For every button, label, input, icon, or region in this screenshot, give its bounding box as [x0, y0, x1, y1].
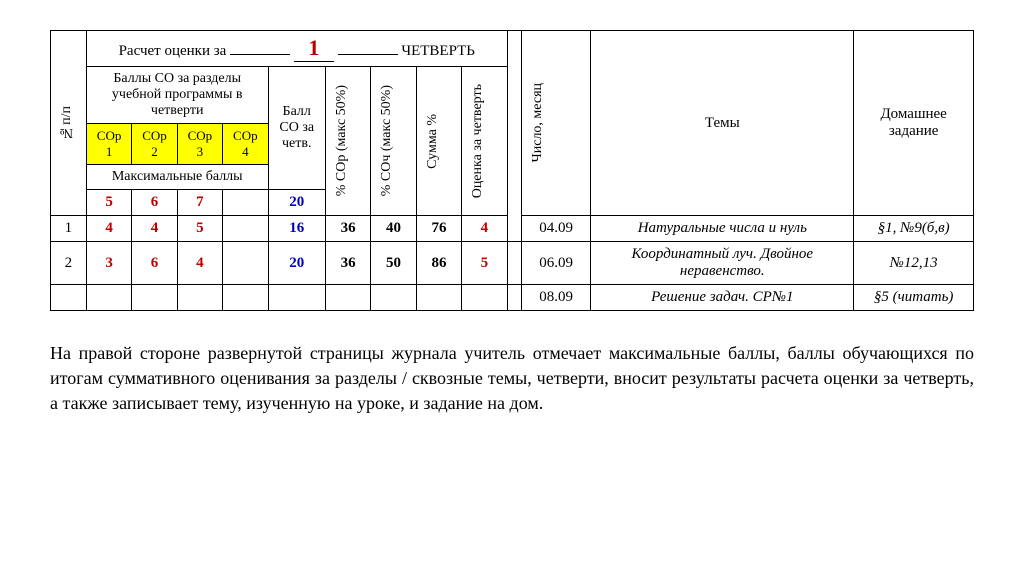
cell-s3 — [177, 285, 222, 311]
max-s2: 6 — [132, 190, 177, 216]
col-number-header: №п/п — [57, 98, 77, 148]
cell-date: 08.09 — [521, 285, 590, 311]
row-num — [51, 285, 87, 311]
cell-s4 — [223, 216, 268, 242]
title-pre: Расчет оценки за — [119, 43, 227, 59]
col-topic-header: Темы — [591, 31, 854, 216]
cell-topic: Решение задач. СР№1 — [591, 285, 854, 311]
cell-hw: №12,13 — [854, 242, 974, 285]
cell-s4 — [223, 285, 268, 311]
ball-soch-header: Балл СО за четв. — [268, 67, 325, 190]
cell-pct-soch: 40 — [371, 216, 416, 242]
cell-hw: §5 (читать) — [854, 285, 974, 311]
col-hw-header: Домашнее задание — [854, 31, 974, 216]
cell-soch: 16 — [268, 216, 325, 242]
cell-s3: 5 — [177, 216, 222, 242]
cell-sum: 76 — [416, 216, 461, 242]
sor1-header: СОр 1 — [86, 124, 131, 165]
title-row: Расчет оценки за 1 ЧЕТВЕРТЬ — [86, 31, 507, 67]
cell-s2: 6 — [132, 242, 177, 285]
table-row: 2 3 6 4 20 36 50 86 5 06.09 Координатный… — [51, 242, 974, 285]
grade-journal-table: №п/п Расчет оценки за 1 ЧЕТВЕРТЬ Число, … — [50, 30, 974, 311]
explanation-text: На правой стороне развернутой страницы ж… — [50, 341, 974, 417]
cell-pct-soch: 50 — [371, 242, 416, 285]
cell-soch: 20 — [268, 242, 325, 285]
max-s3: 7 — [177, 190, 222, 216]
cell-s1 — [86, 285, 131, 311]
cell-s2 — [132, 285, 177, 311]
cell-soch — [268, 285, 325, 311]
cell-s3: 4 — [177, 242, 222, 285]
cell-topic: Координатный луч. Двойное неравенство. — [591, 242, 854, 285]
title-post: ЧЕТВЕРТЬ — [401, 43, 475, 59]
grade-header: Оценка за четверть — [468, 76, 488, 206]
row-num: 2 — [51, 242, 87, 285]
col-date-header: Число, месяц — [528, 75, 548, 170]
sor3-header: СОр 3 — [177, 124, 222, 165]
quarter-number: 1 — [294, 35, 334, 62]
sor-group-header: Баллы СО за разделы учебной программы в … — [86, 67, 268, 124]
pct-soch-header: % СОч (макс 50%) — [377, 77, 397, 204]
cell-grade: 5 — [462, 242, 507, 285]
sor2-header: СОр 2 — [132, 124, 177, 165]
cell-date: 04.09 — [521, 216, 590, 242]
cell-date: 06.09 — [521, 242, 590, 285]
row-num: 1 — [51, 216, 87, 242]
cell-topic: Натуральные числа и нуль — [591, 216, 854, 242]
cell-hw: §1, №9(б,в) — [854, 216, 974, 242]
max-s4 — [223, 190, 268, 216]
cell-pct-soch — [371, 285, 416, 311]
table-row: 08.09 Решение задач. СР№1 §5 (читать) — [51, 285, 974, 311]
cell-s2: 4 — [132, 216, 177, 242]
sor4-header: СОр 4 — [223, 124, 268, 165]
cell-s4 — [223, 242, 268, 285]
cell-grade: 4 — [462, 216, 507, 242]
cell-sum: 86 — [416, 242, 461, 285]
max-label: Максимальные баллы — [86, 165, 268, 190]
cell-pct-sor — [325, 285, 370, 311]
cell-grade — [462, 285, 507, 311]
cell-s1: 3 — [86, 242, 131, 285]
cell-pct-sor: 36 — [325, 216, 370, 242]
pct-sor-header: % СОр (макс 50%) — [332, 77, 352, 204]
sum-pct-header: Сумма % — [423, 106, 443, 177]
max-soch: 20 — [268, 190, 325, 216]
cell-sum — [416, 285, 461, 311]
cell-pct-sor: 36 — [325, 242, 370, 285]
cell-s1: 4 — [86, 216, 131, 242]
max-s1: 5 — [86, 190, 131, 216]
